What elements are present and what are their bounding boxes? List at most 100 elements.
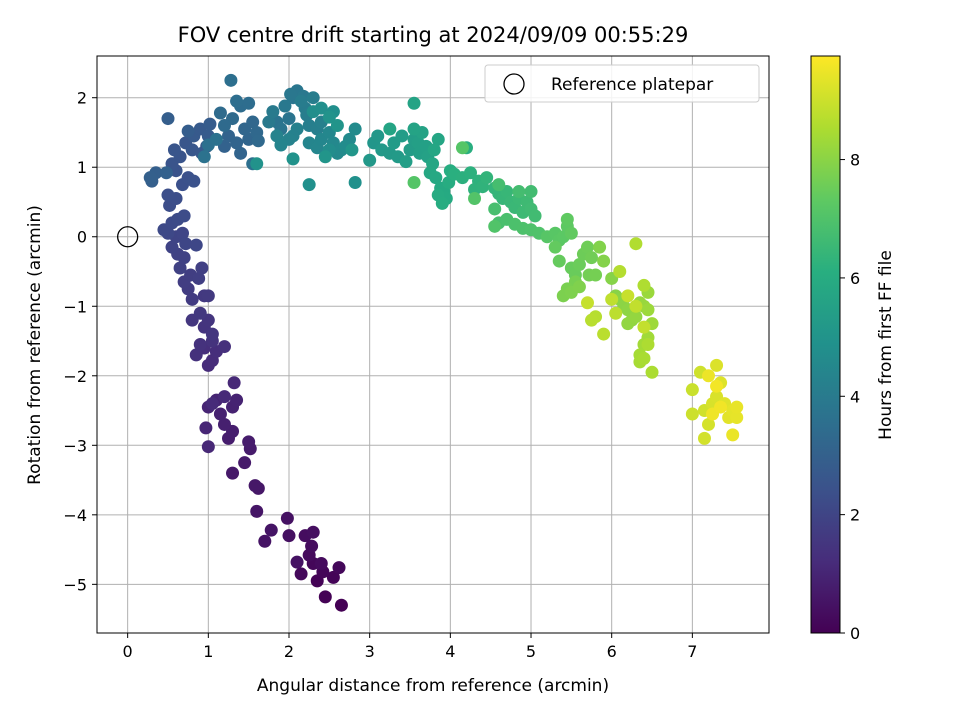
data-point [326, 570, 340, 584]
data-point [266, 105, 280, 119]
data-point [572, 280, 586, 294]
data-point [318, 150, 332, 164]
colorbar-label: Hours from first FF file [876, 250, 896, 440]
data-point [685, 383, 699, 397]
data-point [143, 171, 157, 185]
data-point [701, 417, 715, 431]
data-point [609, 306, 623, 320]
data-point [314, 556, 328, 570]
x-tick-label: 4 [445, 642, 455, 661]
legend-label: Reference platepar [551, 75, 713, 95]
data-point [427, 143, 441, 157]
y-tick-label: −1 [63, 297, 87, 316]
data-point [185, 292, 199, 306]
colorbar-gradient [810, 55, 841, 634]
y-tick-label: 0 [77, 228, 87, 247]
data-point [395, 129, 409, 143]
data-point [205, 397, 219, 411]
y-axis-label: Rotation from reference (arcmin) [25, 205, 45, 485]
y-axis-ticks: −5 −4 −3 −2 −1 0 1 2 [63, 89, 97, 594]
y-tick-label: −2 [63, 367, 87, 386]
data-point [173, 261, 187, 275]
data-point [552, 254, 566, 268]
data-point [213, 106, 227, 120]
data-point [572, 258, 586, 272]
data-point [181, 124, 195, 138]
data-point [480, 171, 494, 185]
data-point [593, 240, 607, 254]
data-point [730, 410, 744, 424]
data-point [193, 306, 207, 320]
data-point [248, 479, 262, 493]
data-point [230, 94, 244, 108]
data-point [176, 226, 190, 240]
data-point [262, 115, 276, 129]
data-point [250, 157, 264, 171]
data-point [282, 529, 296, 543]
data-point [201, 440, 215, 454]
data-point [161, 112, 175, 126]
y-tick-label: −4 [63, 506, 87, 525]
data-point [330, 119, 344, 133]
data-point [637, 320, 651, 334]
data-point [230, 136, 244, 150]
data-point [710, 358, 724, 372]
data-point [701, 369, 715, 383]
data-point [580, 296, 594, 310]
data-point [203, 117, 217, 131]
x-tick-label: 1 [203, 642, 213, 661]
legend-box [484, 64, 760, 103]
data-point [488, 202, 502, 216]
data-point [306, 91, 320, 105]
data-point [431, 132, 445, 146]
data-point [714, 400, 728, 414]
data-point [179, 237, 193, 251]
data-point [286, 152, 300, 166]
data-point [282, 112, 296, 126]
data-point [217, 417, 231, 431]
data-point [242, 435, 256, 449]
data-point [407, 96, 421, 110]
x-tick-label: 2 [284, 642, 294, 661]
data-point [348, 176, 362, 190]
data-point [305, 539, 319, 553]
data-point [468, 192, 482, 206]
y-tick-label: −5 [63, 575, 87, 594]
data-point [332, 561, 346, 575]
x-tick-label: 6 [607, 642, 617, 661]
data-point [488, 219, 502, 233]
data-point [161, 188, 175, 202]
colorbar-tick-label: 8 [850, 151, 860, 170]
data-point [306, 525, 320, 539]
data-point [383, 122, 397, 136]
data-point [165, 240, 179, 254]
data-point [645, 365, 659, 379]
data-point [199, 421, 213, 435]
colorbar: 0 2 4 6 8 Hours from first FF file [810, 55, 896, 643]
data-point [629, 237, 643, 251]
data-point [726, 428, 740, 442]
data-point [697, 431, 711, 445]
data-point [685, 407, 699, 421]
data-point [629, 299, 643, 313]
data-point [264, 523, 278, 537]
data-point [227, 376, 241, 390]
data-point [512, 185, 526, 199]
data-point [637, 351, 651, 365]
data-point [407, 122, 421, 136]
legend-marker-icon [503, 73, 525, 95]
data-point [399, 155, 413, 169]
data-point [597, 254, 611, 268]
data-point [560, 212, 574, 226]
data-point [314, 101, 328, 115]
data-point [637, 278, 651, 292]
data-point [159, 166, 173, 180]
data-point [629, 310, 643, 324]
data-point [234, 146, 248, 160]
data-point [274, 138, 288, 152]
data-point [246, 115, 260, 129]
data-point [193, 338, 207, 351]
x-tick-label: 5 [526, 642, 536, 661]
x-tick-label: 0 [123, 642, 133, 661]
